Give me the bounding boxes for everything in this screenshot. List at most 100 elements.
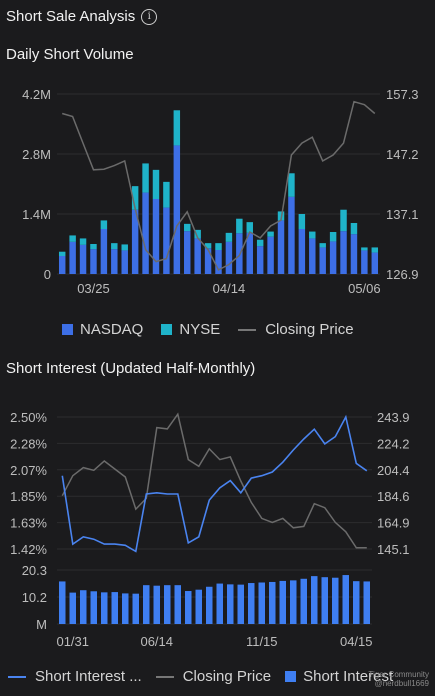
legend-short-interest-line-label: Short Interest ...	[35, 668, 142, 685]
y2-tick-label: 184.6	[377, 489, 410, 504]
nasdaq-bar	[69, 241, 76, 274]
x-tick-label: 05/06	[348, 281, 381, 295]
nyse-bar	[246, 222, 253, 233]
legend-closing-price-label: Closing Price	[265, 321, 354, 338]
short-interest-bar	[111, 592, 119, 624]
page-title: Short Sale Analysis	[6, 8, 136, 25]
short-interest-chart: 1.42% 1.63% 1.85% 2.07% 2.28% 2.50% 145.1 164.9…	[10, 410, 410, 649]
nasdaq-bar	[142, 192, 149, 274]
nyse-bar	[361, 247, 368, 251]
nasdaq-bar	[361, 250, 368, 274]
y-tick-label: 4.2M	[22, 87, 51, 102]
nyse-bar	[194, 229, 201, 239]
nyse-bar	[225, 232, 233, 242]
legend-short-interest-line[interactable]: Short Interest ...	[8, 668, 142, 685]
nyse-bar	[298, 214, 306, 229]
x-tick-label: 04/15	[340, 634, 373, 649]
nasdaq-bar	[371, 252, 379, 274]
watermark: Tiger Community @nerdbull1669	[368, 670, 429, 688]
y2-tick-label: 126.9	[386, 267, 419, 282]
nyse-bar	[329, 232, 337, 242]
legend-interest-closing-price[interactable]: Closing Price	[155, 668, 272, 685]
y-tick-label: 2.28%	[10, 436, 47, 451]
nyse-bar	[184, 223, 191, 232]
nasdaq-bar	[329, 241, 337, 274]
legend-short-interest-bars[interactable]: Short Interest	[285, 668, 393, 685]
x-tick-label: 03/25	[77, 281, 110, 295]
nyse-bar	[142, 163, 149, 193]
nyse-bar	[100, 220, 108, 229]
nyse-bar	[215, 243, 222, 250]
short-interest-bar	[79, 590, 87, 624]
nyse-bar	[288, 173, 295, 197]
short-interest-bar	[195, 589, 203, 624]
legend-closing-price[interactable]: Closing Price	[238, 321, 354, 338]
short-interest-bar	[226, 584, 234, 624]
nasdaq-bar	[58, 256, 66, 274]
y2-tick-label: 164.9	[377, 516, 410, 531]
nasdaq-bar	[131, 209, 139, 274]
short-interest-bar	[174, 585, 182, 624]
short-interest-bar	[121, 593, 129, 624]
nasdaq-bar	[277, 220, 285, 274]
nasdaq-bar	[100, 229, 108, 274]
info-icon[interactable]: i	[141, 8, 158, 25]
x-tick-label: 01/31	[56, 634, 89, 649]
nasdaq-bar	[225, 241, 233, 274]
y-tick-label: 2.07%	[10, 463, 47, 478]
short-interest-title: Short Interest (Updated Half-Monthly)	[6, 360, 256, 377]
nasdaq-bar	[215, 250, 222, 274]
nyse-bar	[173, 110, 181, 146]
y2-tick-label: 137.1	[386, 207, 419, 222]
short-interest-bar	[237, 584, 245, 624]
legend-interest-closing-price-label: Closing Price	[182, 668, 272, 685]
short-interest-bar	[331, 577, 339, 624]
legend-nyse-label: NYSE	[179, 321, 221, 338]
nyse-bar	[90, 244, 97, 250]
nyse-bar	[163, 181, 170, 208]
nyse-bar	[267, 231, 274, 237]
nyse-bar	[350, 223, 358, 235]
short-interest-bar	[363, 581, 371, 624]
nasdaq-bar	[340, 231, 347, 274]
short-interest-bar	[352, 581, 360, 624]
y2-tick-label: 147.2	[386, 147, 419, 162]
y2-tick-label: 204.4	[377, 463, 410, 478]
legend-nasdaq[interactable]: NASDAQ	[62, 321, 143, 338]
closing-price-line	[61, 412, 367, 549]
x-tick-label: 06/14	[140, 634, 173, 649]
short-interest-bar	[279, 580, 287, 624]
header: Short Sale Analysis i	[6, 8, 158, 25]
nasdaq-bar	[204, 248, 212, 274]
nyse-bar	[309, 231, 316, 239]
short-interest-line	[61, 414, 368, 553]
short-interest-bar	[90, 591, 98, 624]
nasdaq-bar	[298, 229, 306, 274]
y-tick-label: 1.4M	[22, 207, 51, 222]
nyse-bar	[111, 243, 118, 250]
nyse-bar	[204, 243, 212, 249]
nasdaq-bar	[256, 246, 264, 274]
daily-short-volume-title: Daily Short Volume	[6, 46, 134, 63]
legend-nyse-swatch	[161, 324, 173, 335]
y-tick-label: 1.42%	[10, 542, 47, 557]
short-interest-bar	[205, 586, 213, 624]
short-interest-bar	[289, 580, 297, 624]
daily-legend: NASDAQ NYSE Closing Price	[62, 321, 372, 338]
legend-nyse[interactable]: NYSE	[161, 321, 220, 338]
nasdaq-bar	[319, 247, 326, 274]
legend-short-interest-line-swatch	[8, 675, 26, 678]
nasdaq-bar	[246, 232, 253, 274]
short-interest-bar	[216, 583, 224, 624]
nyse-bar	[152, 169, 160, 199]
daily-short-volume-chart: 0 1.4M 2.8M 4.2M 126.9 137.1 147.2 157.3 03/25 04…	[22, 87, 419, 295]
nasdaq-bar	[288, 196, 295, 274]
nyse-bar	[131, 186, 139, 210]
short-interest-bar	[153, 585, 161, 624]
nasdaq-bar	[309, 238, 316, 274]
nasdaq-bar	[111, 249, 118, 274]
y-tick-label: 2.50%	[10, 410, 47, 425]
short-interest-bar	[58, 581, 66, 624]
short-interest-bar	[247, 583, 255, 624]
short-interest-bar	[69, 592, 77, 624]
